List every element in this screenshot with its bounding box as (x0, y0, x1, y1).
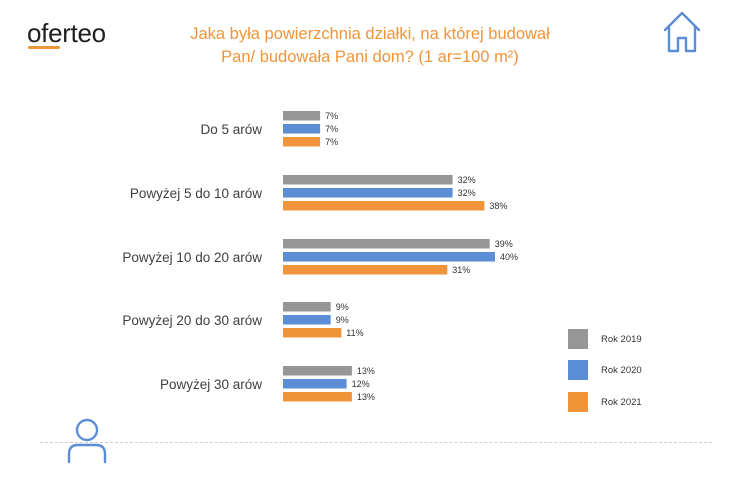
data-label: 7% (325, 111, 338, 121)
bar-rok-2019 (283, 111, 321, 121)
bar-rok-2019 (283, 175, 453, 185)
bar-rok-2019 (283, 366, 352, 376)
legend-swatch (568, 392, 588, 412)
bar-rok-2020 (283, 188, 453, 198)
bar-rok-2021 (283, 137, 321, 147)
legend-label: Rok 2019 (601, 334, 642, 345)
data-label: 13% (357, 392, 375, 402)
data-label: 9% (336, 315, 349, 325)
bar-rok-2020 (283, 124, 321, 134)
legend-swatch (568, 329, 588, 349)
bar-chart: Do 5 arów 7% 7% 7% Powyżej 5 do 10 arów 32% 32… (122, 111, 642, 412)
chart-title-line-2: Pan/ budowała Pani dom? (1 ar=100 m²) (221, 48, 519, 66)
bar-rok-2020 (283, 252, 495, 262)
data-label: 38% (489, 201, 507, 211)
bar-rok-2020 (283, 379, 347, 389)
data-label: 11% (346, 328, 363, 338)
bar-rok-2021 (283, 265, 448, 275)
legend-label: Rok 2021 (601, 397, 642, 408)
logo-accent (28, 46, 60, 49)
house-icon[interactable] (662, 10, 702, 54)
oferteo-logo: oferteo (27, 18, 106, 48)
user-icon[interactable] (66, 418, 108, 464)
bar-rok-2019 (283, 239, 490, 249)
data-label: 9% (336, 302, 349, 312)
legend-label: Rok 2020 (601, 365, 642, 376)
chart-title-line-1: Jaka była powierzchnia działki, na które… (190, 25, 550, 43)
data-label: 7% (325, 124, 338, 134)
bar-rok-2020 (283, 315, 331, 325)
category-label: Powyżej 30 arów (160, 377, 262, 392)
data-label: 32% (458, 175, 476, 185)
bar-rok-2021 (283, 392, 352, 402)
data-label: 12% (352, 379, 370, 389)
bar-rok-2021 (283, 328, 342, 338)
bar-rok-2021 (283, 201, 485, 211)
data-label: 13% (357, 366, 375, 376)
legend-swatch (568, 360, 588, 380)
data-label: 7% (325, 137, 338, 147)
data-label: 40% (500, 252, 518, 262)
category-label: Powyżej 5 do 10 arów (130, 186, 262, 201)
data-label: 39% (495, 239, 513, 249)
category-label: Powyżej 10 do 20 arów (122, 250, 262, 265)
data-label: 31% (452, 265, 470, 275)
footer-divider (40, 442, 712, 443)
data-label: 32% (458, 188, 476, 198)
category-label: Do 5 arów (200, 122, 262, 137)
bar-rok-2019 (283, 302, 331, 312)
category-label: Powyżej 20 do 30 arów (122, 313, 262, 328)
